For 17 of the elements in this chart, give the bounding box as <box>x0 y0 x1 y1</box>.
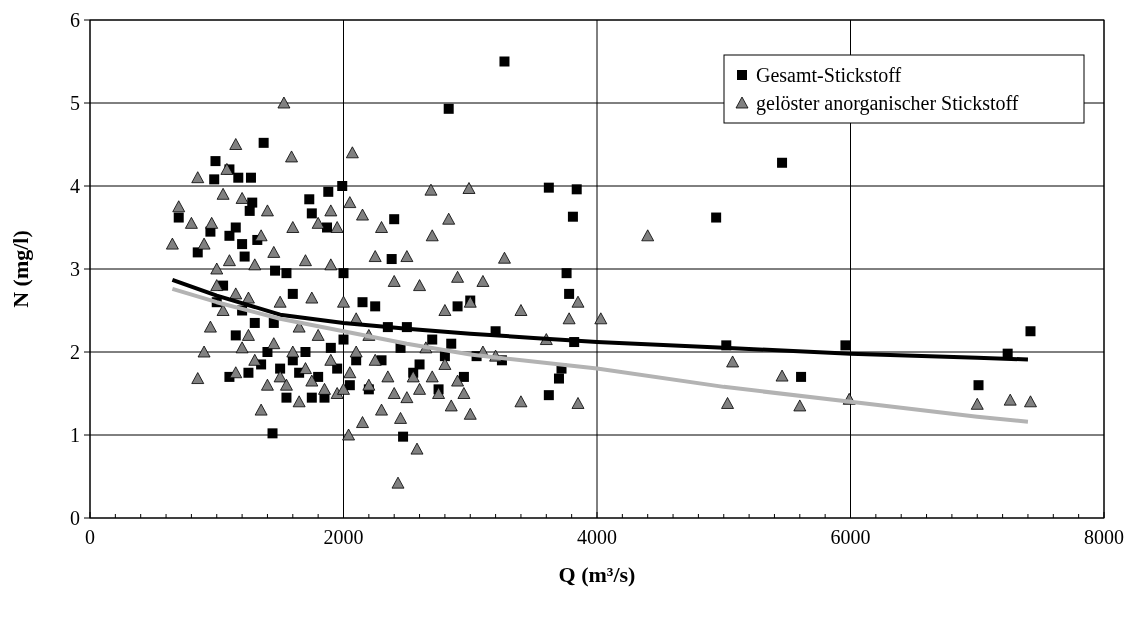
y-tick-label: 6 <box>70 9 80 31</box>
y-tick-label: 1 <box>70 424 80 446</box>
legend-label: Gesamt-Stickstoff <box>756 64 902 86</box>
x-axis-title: Q (m³/s) <box>558 562 636 587</box>
x-tick-label: 6000 <box>830 526 871 548</box>
line-series <box>170 286 1030 424</box>
legend-label: gelöster anorganischer Stickstoff <box>756 92 1019 115</box>
y-axis-title: N (mg/l) <box>8 230 33 308</box>
y-tick-label: 3 <box>70 258 80 280</box>
y-tick-label: 2 <box>70 341 80 363</box>
y-tick-label: 5 <box>70 92 80 114</box>
x-tick-label: 8000 <box>1084 526 1124 548</box>
x-tick-label: 0 <box>85 526 95 548</box>
y-tick-label: 0 <box>70 507 80 529</box>
x-tick-label: 4000 <box>577 526 617 548</box>
x-tick-label: 2000 <box>323 526 364 548</box>
y-tick-label: 4 <box>70 175 80 197</box>
